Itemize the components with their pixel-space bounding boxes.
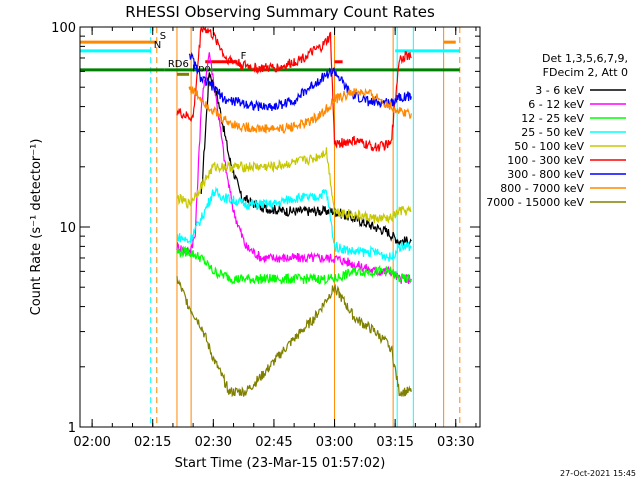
chart-title: RHESSI Observing Summary Count Rates [125, 3, 435, 21]
legend-entry-label-4: 25 - 50 keV [521, 126, 584, 139]
plot-frame [79, 26, 481, 428]
x-tick-label-3: 02:30 [195, 435, 232, 450]
x-tick-label-6: 03:15 [376, 435, 413, 450]
series-line-9 [176, 276, 412, 398]
series-line-4 [176, 186, 412, 262]
y-tick-label-3: 100 [51, 21, 76, 36]
legend-entry-label-8: 800 - 7000 keV [500, 182, 584, 195]
state-label-rd6: RD6 [168, 59, 189, 70]
state-label-s: S [160, 31, 166, 42]
legend-header-line-1: Det 1,3,5,6,7,9, [542, 52, 628, 65]
series-line-8 [188, 86, 412, 134]
y-axis-label: Count Rate (s⁻¹ detector⁻¹) [29, 139, 44, 316]
series-line-1 [200, 72, 412, 247]
legend-entry-label-9: 7000 - 15000 keV [486, 196, 584, 209]
legend-header-line-2: FDecim 2, Att 0 [543, 66, 628, 79]
y-tick-label-2: 10 [59, 221, 76, 236]
x-tick-label-2: 02:15 [134, 435, 171, 450]
legend-entry-label-5: 50 - 100 keV [514, 140, 584, 153]
series-line-6 [176, 25, 412, 152]
legend-entry-label-3: 12 - 25 keV [521, 112, 584, 125]
x-tick-label-4: 02:45 [255, 435, 292, 450]
series-line-5 [176, 147, 412, 224]
series-line-2 [176, 52, 412, 284]
legend-entry-label-1: 3 - 6 keV [535, 84, 584, 97]
series-line-7 [188, 51, 412, 112]
state-label-n: N [154, 40, 161, 51]
legend: Det 1,3,5,6,7,9, FDecim 2, Att 0 3 - 6 k… [486, 52, 628, 209]
state-label-f: F [241, 51, 247, 62]
y-tick-label-1: 1 [68, 421, 76, 436]
legend-entry-label-7: 300 - 800 keV [507, 168, 584, 181]
x-axis: 02:00 02:15 02:30 02:45 03:00 03:15 03:30 [73, 27, 477, 450]
legend-entry-label-6: 100 - 300 keV [507, 154, 584, 167]
y-axis: 1 10 100 [51, 21, 480, 436]
legend-entry-label-2: 6 - 12 keV [528, 98, 584, 111]
footer-timestamp: 27-Oct-2021 15:45 [560, 469, 636, 478]
plot-area: SN RD6 F Ppo [80, 25, 461, 427]
state-label-ppo: Ppo [192, 63, 211, 74]
series-line-3 [176, 245, 412, 286]
x-axis-label: Start Time (23-Mar-15 01:57:02) [175, 456, 386, 471]
x-tick-label-1: 02:00 [73, 435, 110, 450]
x-tick-label-7: 03:30 [437, 435, 474, 450]
x-tick-label-5: 03:00 [316, 435, 353, 450]
